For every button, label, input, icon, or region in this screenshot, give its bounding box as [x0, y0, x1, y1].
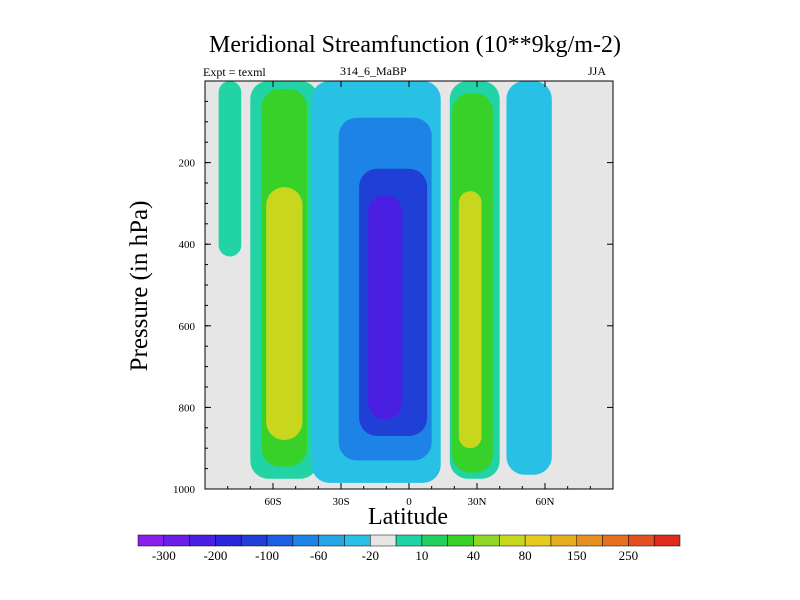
- colorbar-swatch: [137, 534, 165, 547]
- colorbar-swatch: [395, 534, 423, 547]
- colorbar-label: 40: [467, 548, 480, 563]
- colorbar-swatch: [318, 534, 345, 547]
- colorbar-label: -20: [362, 548, 379, 563]
- run-label: 314_6_MaBP: [340, 64, 407, 78]
- x-tick-label: 0: [406, 496, 412, 508]
- y-tick-label: 200: [179, 158, 196, 170]
- colorbar-label: -300: [152, 548, 176, 563]
- contour-sh-polar-positive: [218, 81, 242, 257]
- colorbar-swatch: [370, 534, 397, 547]
- colorbar-swatch: [524, 534, 552, 547]
- x-axis-label: Latitude: [368, 504, 448, 530]
- colorbar-label: -100: [255, 548, 279, 563]
- experiment-label: Expt = texml: [203, 65, 266, 79]
- colorbar-label: -60: [310, 548, 327, 563]
- colorbar-swatch: [602, 534, 629, 547]
- colorbar-label: 250: [619, 548, 639, 563]
- y-tick-label: 600: [179, 321, 196, 333]
- colorbar-label: 80: [519, 548, 532, 563]
- contour-cells: [218, 81, 552, 483]
- colorbar-swatch: [499, 534, 526, 547]
- colorbar-swatch: [550, 534, 578, 547]
- colorbar-swatch: [421, 534, 448, 547]
- colorbar-label: 10: [415, 548, 428, 563]
- y-tick-label: 800: [179, 402, 196, 414]
- contour-sh-ferrel-max: [266, 187, 303, 441]
- colorbar-swatch: [344, 534, 371, 547]
- colorbar-label: 150: [567, 548, 587, 563]
- colorbar-label: -200: [204, 548, 228, 563]
- x-tick-label: 60N: [536, 496, 555, 508]
- colorbar-swatch: [292, 534, 319, 547]
- y-tick-label: 400: [179, 239, 196, 251]
- colorbar-swatch: [189, 534, 216, 547]
- colorbar-swatch: [240, 534, 268, 547]
- colorbar-swatch: [653, 534, 681, 547]
- y-tick-label: 1000: [173, 484, 196, 496]
- contour-hadley-max: [368, 195, 403, 420]
- colorbar-swatch: [163, 534, 190, 547]
- colorbar-swatch: [473, 534, 500, 547]
- contour-nh-polar-negative: [506, 81, 552, 475]
- x-tick-label: 30S: [332, 496, 349, 508]
- chart-title: Meridional Streamfunction (10**9kg/m-2): [209, 32, 621, 58]
- colorbar-swatch: [215, 534, 242, 547]
- colorbar-swatch: [447, 534, 474, 547]
- contour-nh-ferrel-max: [458, 191, 482, 449]
- colorbar-swatch: [266, 534, 294, 547]
- season-label: JJA: [588, 64, 607, 78]
- colorbar-swatch: [576, 534, 603, 547]
- colorbar-swatch: [628, 534, 655, 547]
- colorbar: -300 -200 -100 -60 -20 10 40 80 150 250: [137, 534, 681, 563]
- x-tick-label: 60S: [264, 496, 281, 508]
- x-tick-label: 30N: [468, 496, 487, 508]
